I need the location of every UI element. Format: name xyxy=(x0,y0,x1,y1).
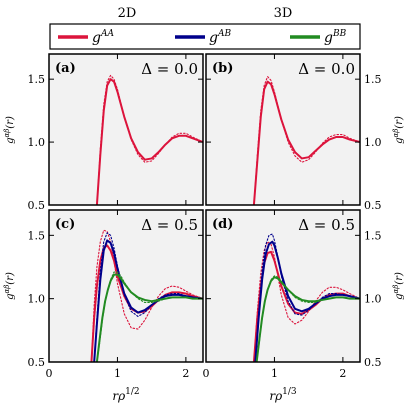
series-gbb-dotted xyxy=(96,271,203,362)
panel-annotation: Δ = 0.5 xyxy=(141,216,198,234)
series-gab-dotted xyxy=(254,233,360,362)
x-axis-label-2d: rρ1/2 xyxy=(112,387,139,403)
series-gab-solid xyxy=(254,240,360,362)
panel-label: (b) xyxy=(212,61,233,76)
panel-b: 0.5 1.0 1.5 (b) Δ = 0.0 xyxy=(205,53,382,212)
series-gaa-dotted xyxy=(90,229,203,362)
legend: gAA gAB gBB xyxy=(49,23,361,50)
y-axis-label-bottom-left: gαβ(r) xyxy=(3,272,16,300)
y-tick-label: 1.5 xyxy=(364,229,382,242)
panel-annotation: Δ = 0.5 xyxy=(298,216,355,234)
y-tick-label: 1.0 xyxy=(364,293,382,306)
panel-c: 0.5 1.0 1.5 0 1 2 (c) Δ = 0.5 xyxy=(28,209,204,380)
column-header-3d: 3D xyxy=(274,6,293,21)
column-header-2d: 2D xyxy=(118,6,137,21)
series-gbb-dotted xyxy=(256,275,360,362)
panels: 0.51.01.5(a) Δ = 0.00.51.01.5(b) Δ = 0.00.… xyxy=(3,53,405,403)
panel-background xyxy=(206,54,360,205)
panel-background xyxy=(206,210,360,362)
x-tick-label: 1 xyxy=(114,367,121,380)
x-axis-label-3d: rρ1/3 xyxy=(269,387,297,403)
y-tick-label: 1.5 xyxy=(28,229,46,242)
series-gaa-dotted xyxy=(253,76,360,205)
y-tick-label: 1.0 xyxy=(28,136,46,149)
series-gaa-solid xyxy=(95,78,203,205)
panel-d: 0.5 1.0 1.5 0 1 2 (d) Δ = 0.5 xyxy=(203,209,382,380)
series-gab-solid xyxy=(93,239,203,362)
y-axis-label-top-right: gαβ(r) xyxy=(392,116,405,144)
x-tick-label: 2 xyxy=(339,367,346,380)
series-gaa-dotted xyxy=(96,74,203,205)
panel-label: (a) xyxy=(55,61,76,76)
panel-frame xyxy=(48,53,204,206)
y-tick-label: 0.5 xyxy=(28,199,46,212)
y-axis-label-bottom-right: gαβ(r) xyxy=(392,272,405,300)
panel-frame xyxy=(205,53,361,206)
y-axis-label-top-left: gαβ(r) xyxy=(3,116,16,144)
panel-label: (c) xyxy=(55,217,75,232)
y-tick-label: 0.5 xyxy=(364,356,382,369)
x-tick-label: 0 xyxy=(203,367,210,380)
panel-background xyxy=(49,54,203,205)
y-tick-label: 1.5 xyxy=(364,73,382,86)
y-tick-label: 1.5 xyxy=(28,73,46,86)
x-tick-label: 2 xyxy=(182,367,189,380)
y-tick-label: 0.5 xyxy=(364,199,382,212)
panel-label: (d) xyxy=(212,217,233,232)
series-gaa-solid xyxy=(252,80,360,205)
x-tick-label: 0 xyxy=(46,367,53,380)
panel-frame xyxy=(205,209,361,363)
x-tick-label: 1 xyxy=(271,367,278,380)
y-tick-label: 0.5 xyxy=(28,356,46,369)
y-tick-label: 1.0 xyxy=(364,136,382,149)
panel-annotation: Δ = 0.0 xyxy=(141,60,198,78)
panel-a: 0.5 1.0 1.5 (a) Δ = 0.0 xyxy=(28,53,204,212)
panel-annotation: Δ = 0.0 xyxy=(298,60,355,78)
y-tick-label: 1.0 xyxy=(28,293,46,306)
series-gab-dotted xyxy=(93,232,203,362)
panel-frame xyxy=(48,209,204,363)
